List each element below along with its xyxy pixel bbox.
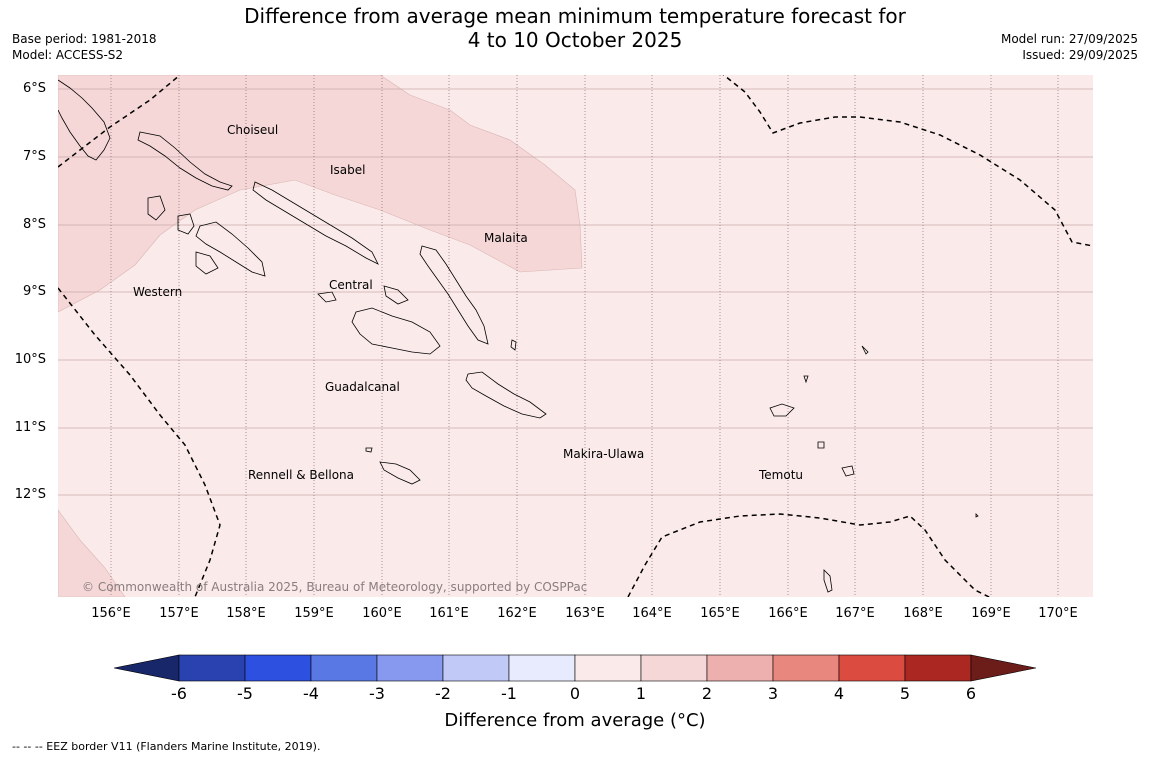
lon-label: 164°E [632,606,672,621]
lon-label: 160°E [362,606,402,621]
longitude-gridlines [110,75,1059,597]
lon-label: 169°E [971,606,1011,621]
florida-islands-coast [317,285,409,305]
small-isle-1 [510,339,517,351]
lat-label: 10°S [14,352,46,367]
anuta-coast [823,569,833,593]
colorbar-tick: -4 [303,684,319,703]
lon-label: 166°E [768,606,808,621]
base-period: Base period: 1981-2018 [12,32,157,46]
meta-right: Model run: 27/09/2025 Issued: 29/09/2025 [1001,31,1138,63]
isabel-coast [252,181,379,265]
lon-label: 157°E [159,606,199,621]
anomaly-1-2-region-north [58,75,583,313]
place-label-makira-ulawa: Makira-Ulawa [563,447,645,461]
colorbar-tick: 3 [767,684,779,703]
eez-borders [58,75,1093,597]
lon-label: 165°E [700,606,740,621]
lon-label: 168°E [903,606,943,621]
lat-label: 12°S [14,487,46,502]
lat-label: 8°S [22,217,46,232]
makira-coast [465,371,547,419]
colorbar [113,654,1037,682]
reef-islands-coast [803,375,809,384]
meta-left: Base period: 1981-2018 Model: ACCESS-S2 [12,31,157,63]
guadalcanal-coast [351,307,441,355]
utupua-coast [817,441,825,449]
colorbar-bin [376,654,444,682]
colorbar-bin [442,654,510,682]
place-label-isabel: Isabel [330,163,366,177]
colorbar-bin [706,654,774,682]
colorbar-bin [178,654,246,682]
lon-label: 162°E [497,606,537,621]
place-label-western: Western [133,285,183,299]
lon-label: 170°E [1038,606,1078,621]
colorbar-tick: 6 [965,684,977,703]
colorbar-extend-high [970,654,1037,682]
colorbar-tick: -5 [237,684,253,703]
colorbar-bin [640,654,708,682]
colorbar-extend-low [113,654,180,682]
colorbar-bin [838,654,906,682]
rennell-coast [379,461,421,485]
small-isle-2 [365,447,373,453]
lat-label: 7°S [22,149,46,164]
lat-label: 9°S [22,284,46,299]
vanikoro-coast [841,465,855,477]
lon-label: 167°E [835,606,875,621]
colorbar-label: Difference from average (°C) [444,710,706,731]
lon-label: 156°E [91,606,131,621]
lon-label: 159°E [294,606,334,621]
place-label-malaita: Malaita [484,231,528,245]
eez-legend-note: -- -- -- EEZ border V11 (Flanders Marine… [12,740,321,753]
vella-lavella-coast [147,195,166,221]
coastlines [58,79,979,593]
colorbar-tick: 4 [833,684,845,703]
latitude-gridlines [58,88,1093,496]
new-georgia-coast [177,213,266,277]
model-name: Model: ACCESS-S2 [12,48,124,62]
colorbar-bin [244,654,312,682]
fataka-coast [975,513,979,518]
colorbar-tick: -3 [369,684,385,703]
lat-label: 11°S [14,420,46,435]
duff-islands-coast [861,345,869,355]
issued-date: Issued: 29/09/2025 [1022,48,1138,62]
place-label-guadalcanal: Guadalcanal [325,380,400,394]
map-title-line-1: Difference from average mean minimum tem… [244,4,906,28]
colorbar-tick: 1 [635,684,647,703]
colorbar-tick: -6 [171,684,187,703]
place-label-rennell-bellona: Rennell & Bellona [248,468,355,482]
santa-cruz-coast [769,403,795,417]
colorbar-bin [904,654,972,682]
lat-label: 6°S [22,81,46,96]
colorbar-tick: -1 [501,684,517,703]
colorbar-tick: -2 [435,684,451,703]
lon-label: 163°E [565,606,605,621]
lon-label: 161°E [429,606,469,621]
colorbar-bin [772,654,840,682]
colorbar-bin [508,654,576,682]
colorbar-tick: 0 [569,684,581,703]
model-run: Model run: 27/09/2025 [1000,32,1138,46]
colorbar-bin [310,654,378,682]
lon-label: 158°E [226,606,266,621]
colorbar-tick: 5 [899,684,911,703]
place-label-choiseul: Choiseul [227,123,279,137]
map-canvas [58,75,1093,597]
anomaly-1-2-region-southwest [58,509,126,597]
place-label-central: Central [329,278,373,292]
place-label-temotu: Temotu [759,468,804,482]
choiseul-coast [137,131,233,191]
copyright-notice: © Commonwealth of Australia 2025, Bureau… [82,580,588,594]
map-title-line-2: 4 to 10 October 2025 [467,28,683,52]
malaita-coast [419,245,489,345]
colorbar-bin [574,654,642,682]
bougainville-coast [58,79,111,161]
colorbar-tick: 2 [701,684,713,703]
